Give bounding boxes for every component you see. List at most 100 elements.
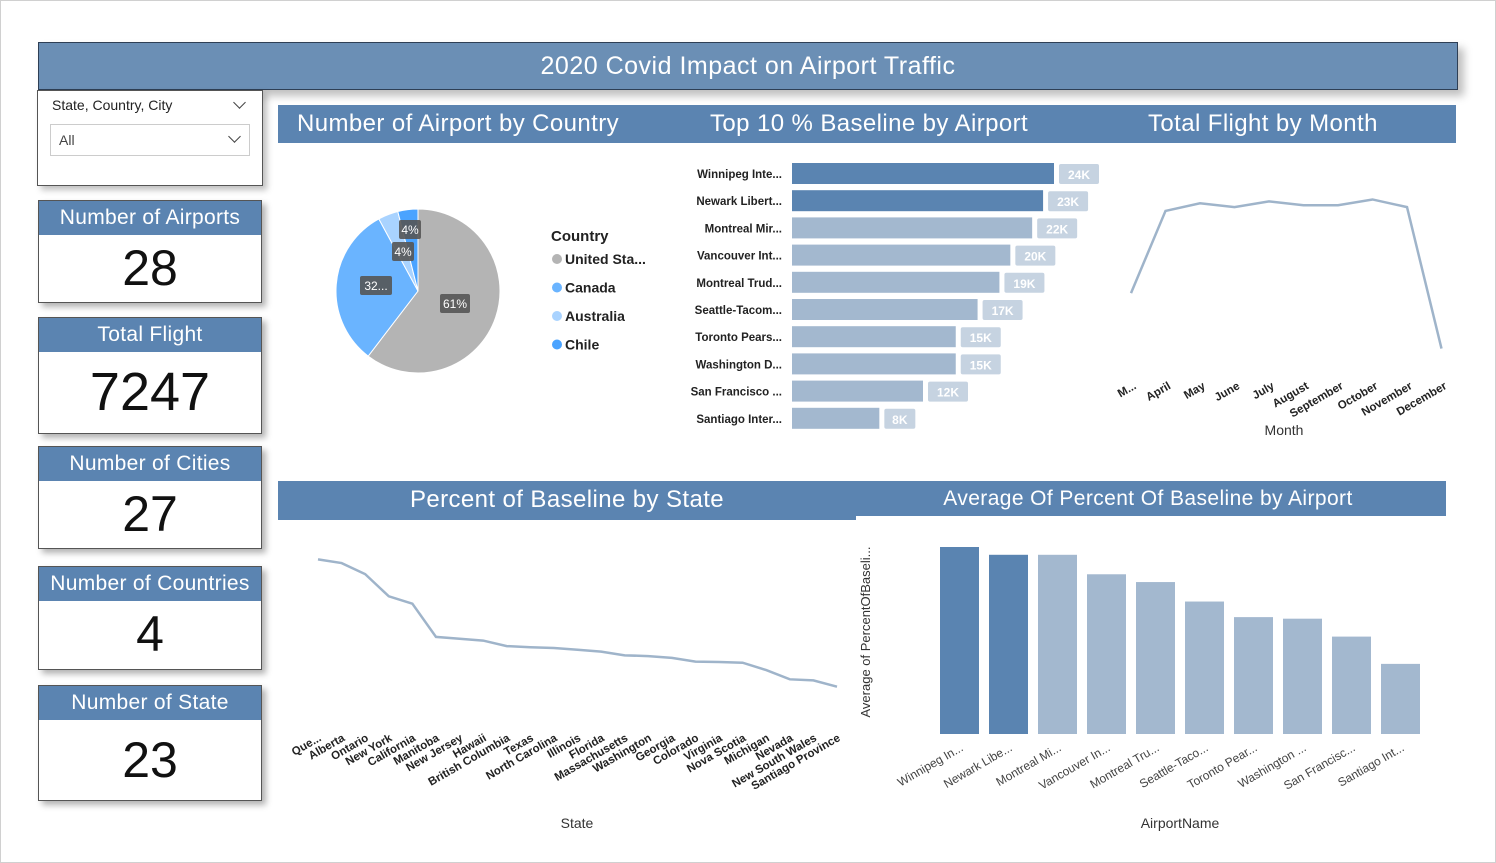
card-airports: Number of Airports 28 <box>38 200 262 303</box>
data-label: 17K <box>992 304 1014 318</box>
avg-title: Average Of Percent Of Baseline by Airpor… <box>943 487 1353 510</box>
legend-title: Country <box>551 228 609 245</box>
avg-section-header: Average Of Percent Of Baseline by Airpor… <box>850 481 1446 516</box>
slice-label-bg <box>440 294 470 313</box>
card-countries: Number of Countries 4 <box>38 566 262 670</box>
data-label: 23K <box>1057 195 1079 209</box>
legend-item: Australia <box>565 308 625 324</box>
bar <box>792 244 1011 266</box>
bar <box>792 380 923 402</box>
data-label: 24K <box>1068 168 1090 182</box>
legend-item: Canada <box>565 280 616 296</box>
bar-category-label: San Francisco ... <box>691 387 782 399</box>
data-label: 8K <box>892 413 908 427</box>
slicer-label: State, Country, City <box>52 97 173 113</box>
tick-label: May <box>1182 380 1208 402</box>
bar-category-label: Seattle-Tacom... <box>695 305 782 317</box>
data-label-bg <box>960 327 1001 348</box>
month-line-chart[interactable]: M... April May June JulyAugustSeptemberOctob… <box>1100 150 1456 450</box>
data-label-bg <box>884 408 916 429</box>
column-bar <box>1381 663 1420 734</box>
data-label: 15K <box>970 358 992 372</box>
slice-label: 61% <box>443 297 467 311</box>
data-label-bg <box>1059 164 1099 184</box>
pie-title: Number of Airport by Country <box>297 110 619 137</box>
bar-category-label: Montreal Mir... <box>705 223 782 235</box>
bar-category-label: Newark Libert... <box>696 196 782 208</box>
tick-label: M... <box>1116 380 1139 400</box>
axis-label: Month <box>1265 422 1304 438</box>
card-label: Number of State <box>39 686 261 720</box>
series-line <box>1129 198 1443 349</box>
bar <box>792 407 880 429</box>
tick-label: June <box>1213 380 1242 404</box>
avg-bar-chart[interactable]: Winnipeg In...Newark Libe...Montreal Mi.… <box>850 516 1450 840</box>
top10-title: Top 10 % Baseline by Airport <box>710 110 1029 137</box>
column-bar <box>1087 574 1126 734</box>
card-value: 27 <box>122 486 178 542</box>
column-bar <box>1332 636 1371 734</box>
dashboard-title: 2020 Covid Impact on Airport Traffic <box>38 42 1458 90</box>
axis-label: Average of PercentOfBaseli... <box>858 546 873 717</box>
data-label: 12K <box>937 386 959 400</box>
bar-category-label: Vancouver Int... <box>697 251 782 263</box>
data-label: 22K <box>1046 222 1068 236</box>
bar-category-label: Toronto Pears... <box>695 332 782 344</box>
slice-label: 32... <box>364 279 387 293</box>
data-label-bg <box>1004 272 1045 293</box>
chevron-down-icon[interactable] <box>233 96 246 109</box>
card-state: Number of State 23 <box>38 685 262 801</box>
axis-label: AirportName <box>1141 815 1220 831</box>
bar <box>792 190 1044 212</box>
tick-label: April <box>1144 380 1173 403</box>
slicer-dropdown[interactable]: All <box>50 124 250 156</box>
month-title: Total Flight by Month <box>1148 110 1378 137</box>
dropdown-chevron-icon[interactable] <box>228 130 241 143</box>
location-slicer[interactable]: State, Country, City All <box>37 90 263 186</box>
legend-marker <box>552 254 562 264</box>
legend-item: United Sta... <box>565 251 646 267</box>
card-label: Total Flight <box>39 318 261 352</box>
legend-marker <box>552 282 562 293</box>
data-label: 19K <box>1013 277 1035 291</box>
card-value: 7247 <box>89 362 211 422</box>
card-value: 4 <box>136 606 164 662</box>
column-bar <box>1136 582 1175 734</box>
bar <box>792 163 1054 184</box>
card-label: Number of Airports <box>39 201 261 235</box>
data-label-bg <box>928 381 968 402</box>
data-label-bg <box>1015 245 1056 266</box>
slice-label: 4% <box>401 223 419 237</box>
axis-label: State <box>561 815 594 831</box>
bar <box>792 271 1000 293</box>
card-label: Number of Cities <box>39 447 261 481</box>
top-section-header: Number of Airport by Country Top 10 % Ba… <box>278 105 1456 143</box>
bar <box>792 217 1033 239</box>
state-section-header: Percent of Baseline by State <box>278 481 856 520</box>
bar-category-label: Washington D... <box>696 359 782 371</box>
column-bar <box>1234 617 1273 734</box>
pie-chart[interactable]: 61% 32... 4% 4% Country United Sta... Canada Au… <box>330 200 670 385</box>
data-label: 15K <box>970 331 992 345</box>
card-value: 28 <box>122 240 178 296</box>
top10-bar-chart[interactable]: Winnipeg Inte... 24K Newark Libert... 23K Mo… <box>680 155 1100 440</box>
slice-label-bg <box>392 242 414 261</box>
slice-label-bg <box>360 276 392 295</box>
data-label-bg <box>982 300 1023 320</box>
legend-marker <box>552 311 562 321</box>
slice-label: 4% <box>394 245 412 259</box>
slicer-value: All <box>59 132 75 148</box>
data-label-bg <box>1048 191 1089 212</box>
column-bar <box>1283 618 1322 734</box>
column-bar <box>1038 554 1077 734</box>
data-label: 20K <box>1024 250 1046 264</box>
card-value: 23 <box>122 732 178 788</box>
bar-category-label: Montreal Trud... <box>696 278 782 290</box>
data-label-bg <box>1037 218 1078 239</box>
card-cities: Number of Cities 27 <box>38 446 262 549</box>
state-title: Percent of Baseline by State <box>409 486 725 513</box>
column-bar <box>989 554 1028 734</box>
column-bar <box>1185 601 1224 734</box>
series-line <box>317 558 838 688</box>
